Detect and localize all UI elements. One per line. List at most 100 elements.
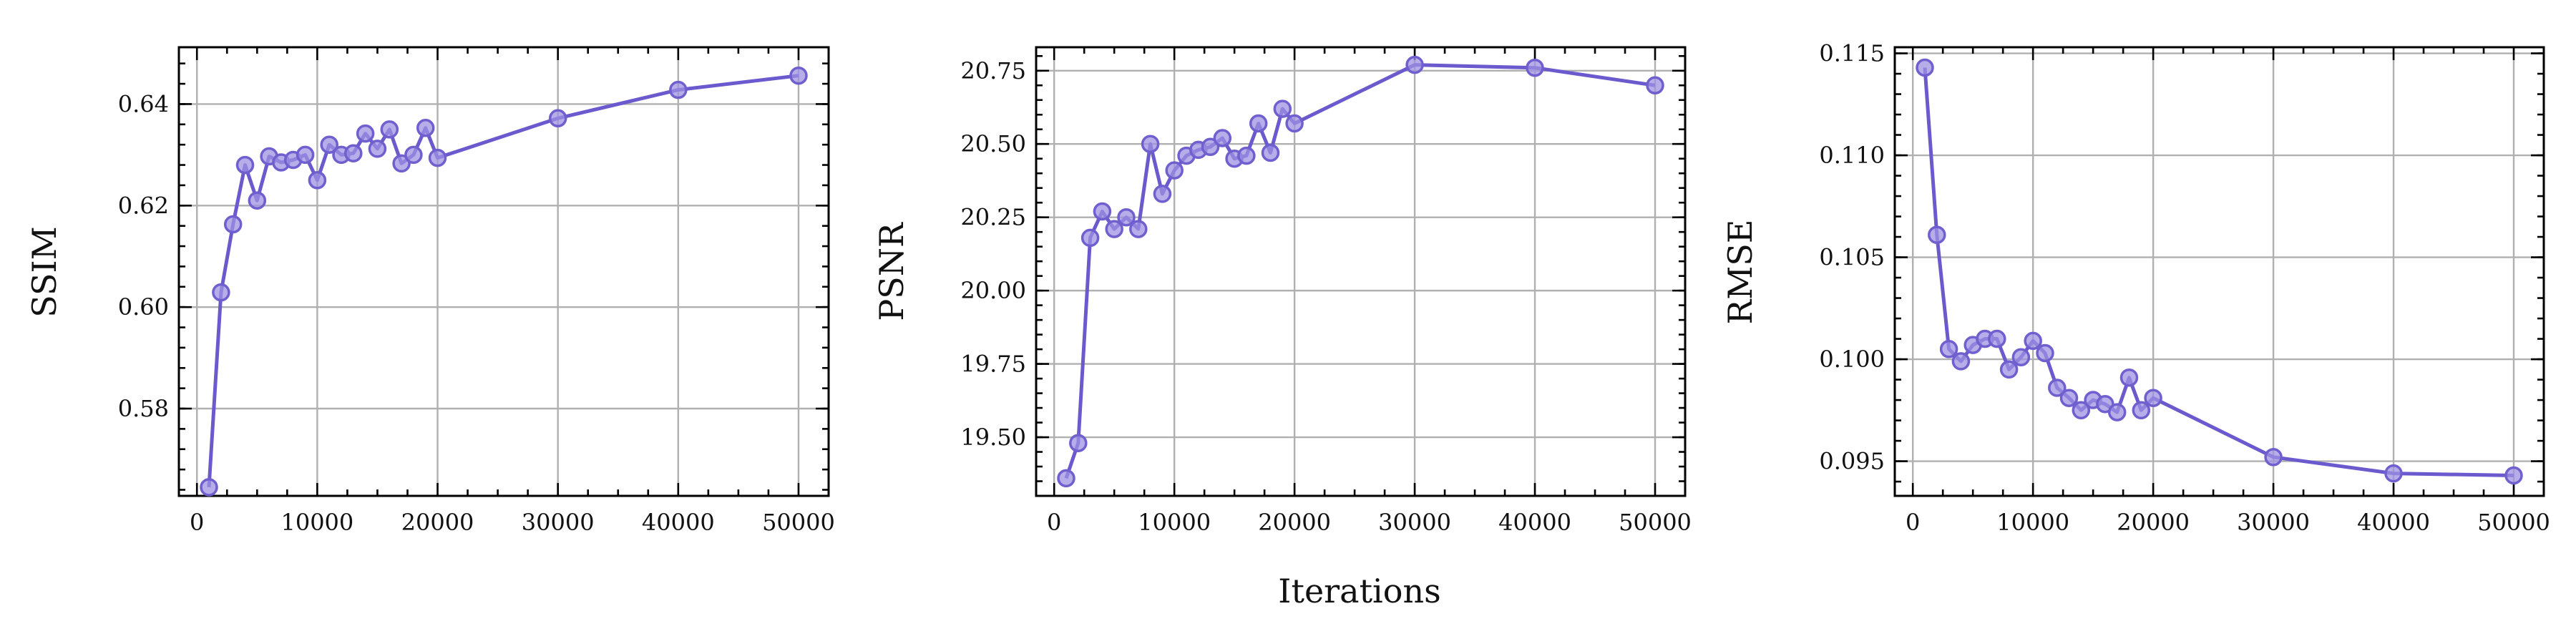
tick-label-x-rmse-2: 20000 <box>2117 509 2190 536</box>
data-point-rmse-12 <box>2059 389 2079 407</box>
data-point-psnr-18 <box>1273 99 1292 118</box>
tick-label-x-ssim-1: 10000 <box>280 509 353 536</box>
tick-label-x-rmse-4: 40000 <box>2357 509 2430 536</box>
tick-label-y-ssim-1: 0.60 <box>118 293 169 321</box>
data-point-psnr-21 <box>1526 58 1544 77</box>
tick-label-y-rmse-0: 0.095 <box>1819 448 1885 475</box>
data-point-psnr-22 <box>1646 76 1664 95</box>
data-point-psnr-17 <box>1261 143 1280 162</box>
tick-label-x-ssim-4: 40000 <box>642 509 715 536</box>
tick-label-x-rmse-3: 30000 <box>2237 509 2310 536</box>
tick-label-x-rmse-5: 50000 <box>2477 509 2550 536</box>
data-point-ssim-4 <box>248 191 267 210</box>
chart-rmse: RMSE 0 10000 20000 30000 40000 50000 0.095 0.10… <box>1721 40 2550 536</box>
tick-label-y-rmse-3: 0.110 <box>1819 142 1885 169</box>
data-point-rmse-0 <box>1916 58 1934 77</box>
chart-ssim: SSIM 0 10000 20000 30000 40000 50000 0.58 0.60 0… <box>25 46 835 536</box>
tick-label-y-ssim-0: 0.58 <box>118 395 169 422</box>
data-point-ssim-2 <box>223 215 243 234</box>
data-point-psnr-13 <box>1213 129 1232 147</box>
tick-label-x-psnr-2: 20000 <box>1258 509 1331 536</box>
tick-label-y-rmse-2: 0.105 <box>1819 244 1885 271</box>
ylabel-rmse: RMSE <box>1721 220 1760 325</box>
plot-frame-ssim <box>177 46 830 497</box>
tick-label-x-ssim-5: 50000 <box>762 509 835 536</box>
data-point-rmse-6 <box>1988 329 2006 348</box>
data-point-psnr-6 <box>1129 220 1148 238</box>
data-point-rmse-21 <box>2384 464 2403 483</box>
tick-label-y-psnr-1: 19.75 <box>960 351 1026 378</box>
data-point-ssim-21 <box>669 80 688 99</box>
tick-label-x-psnr-0: 0 <box>1047 509 1061 536</box>
data-point-ssim-17 <box>404 145 423 165</box>
tick-label-y-psnr-0: 19.50 <box>960 424 1026 451</box>
tick-label-x-psnr-5: 50000 <box>1619 509 1692 536</box>
data-point-rmse-10 <box>2036 343 2054 363</box>
data-point-rmse-18 <box>2132 401 2151 420</box>
tick-label-y-ssim-2: 0.62 <box>118 192 169 219</box>
data-point-ssim-16 <box>392 154 411 173</box>
data-point-rmse-13 <box>2072 401 2091 420</box>
data-point-ssim-8 <box>296 145 315 165</box>
tick-label-x-ssim-0: 0 <box>190 509 204 536</box>
tick-label-y-rmse-1: 0.100 <box>1819 346 1885 373</box>
data-point-rmse-20 <box>2264 448 2283 467</box>
data-point-psnr-20 <box>1405 55 1424 74</box>
data-point-rmse-8 <box>2011 348 2031 366</box>
data-point-rmse-2 <box>1939 340 1958 358</box>
data-point-rmse-16 <box>2107 403 2127 421</box>
data-point-psnr-4 <box>1105 220 1123 238</box>
data-point-ssim-0 <box>200 478 218 497</box>
data-point-ssim-14 <box>368 140 387 158</box>
data-point-ssim-13 <box>356 124 375 143</box>
data-point-rmse-11 <box>2048 379 2067 397</box>
series-line-rmse <box>1923 67 2514 477</box>
tick-label-x-ssim-2: 20000 <box>401 509 474 536</box>
chart-psnr: PSNR 0 10000 20000 30000 40000 50000 19.50 19.7… <box>872 46 1692 536</box>
data-point-rmse-7 <box>1999 360 2019 379</box>
tick-label-y-psnr-3: 20.25 <box>960 204 1026 231</box>
tick-label-y-psnr-4: 20.50 <box>960 130 1026 157</box>
data-point-rmse-19 <box>2144 389 2162 407</box>
tick-label-y-rmse-4: 0.115 <box>1819 40 1885 67</box>
data-point-psnr-2 <box>1080 228 1100 248</box>
data-point-ssim-20 <box>548 109 567 128</box>
data-point-psnr-0 <box>1057 469 1075 488</box>
ylabel-psnr: PSNR <box>872 222 911 321</box>
data-point-ssim-9 <box>308 171 327 190</box>
plot-frame-rmse <box>1893 46 2545 497</box>
data-point-psnr-9 <box>1165 161 1184 180</box>
data-point-psnr-8 <box>1153 185 1172 203</box>
data-point-ssim-15 <box>380 120 399 139</box>
data-point-ssim-22 <box>789 66 808 85</box>
data-point-ssim-12 <box>344 144 363 162</box>
data-point-rmse-17 <box>2119 368 2139 387</box>
data-point-psnr-12 <box>1201 137 1220 157</box>
data-point-rmse-3 <box>1951 352 1971 371</box>
tick-label-x-psnr-4: 40000 <box>1498 509 1571 536</box>
series-line-ssim <box>207 74 799 488</box>
data-point-psnr-16 <box>1249 114 1268 133</box>
data-point-ssim-10 <box>320 135 338 154</box>
series-line-psnr <box>1064 63 1656 479</box>
data-point-psnr-1 <box>1069 434 1088 452</box>
tick-label-x-rmse-1: 10000 <box>1996 509 2069 536</box>
data-point-psnr-3 <box>1093 202 1112 221</box>
data-point-ssim-1 <box>212 283 230 302</box>
data-point-ssim-3 <box>235 155 255 175</box>
tick-label-x-ssim-3: 30000 <box>522 509 595 536</box>
shared-xlabel: Iterations <box>1278 572 1440 610</box>
tick-label-x-psnr-1: 10000 <box>1138 509 1211 536</box>
data-point-rmse-9 <box>2024 331 2042 351</box>
data-point-ssim-18 <box>416 119 435 137</box>
tick-label-x-psnr-3: 30000 <box>1378 509 1451 536</box>
data-point-rmse-1 <box>1928 225 1946 244</box>
data-point-psnr-7 <box>1141 135 1160 153</box>
tick-label-x-rmse-0: 0 <box>1906 509 1920 536</box>
plot-frame-psnr <box>1035 46 1687 497</box>
data-point-ssim-19 <box>428 148 447 167</box>
data-point-psnr-15 <box>1237 146 1256 165</box>
data-point-rmse-22 <box>2504 466 2523 485</box>
ylabel-ssim: SSIM <box>25 226 64 318</box>
